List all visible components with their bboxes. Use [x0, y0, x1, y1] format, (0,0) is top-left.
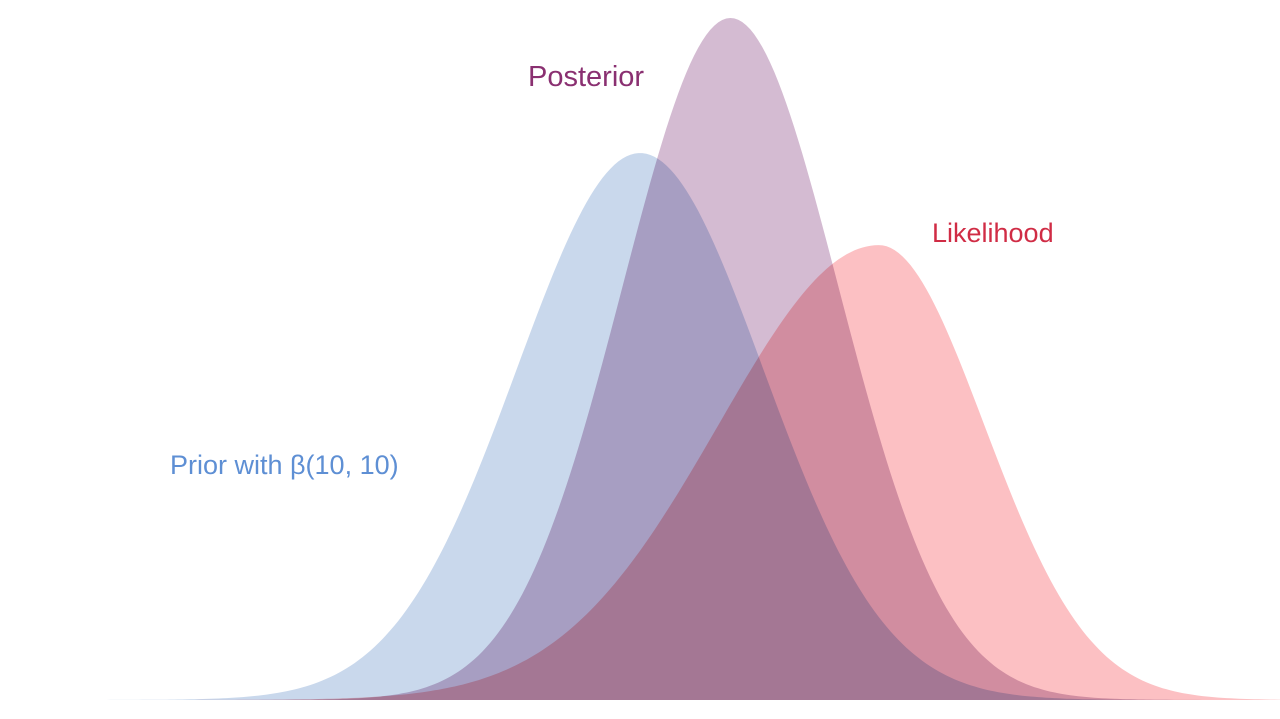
prior-label: Prior with β(10, 10) — [170, 450, 399, 480]
posterior-curve — [234, 18, 1227, 700]
posterior-label: Posterior — [528, 61, 645, 93]
likelihood-label: Likelihood — [932, 218, 1054, 248]
